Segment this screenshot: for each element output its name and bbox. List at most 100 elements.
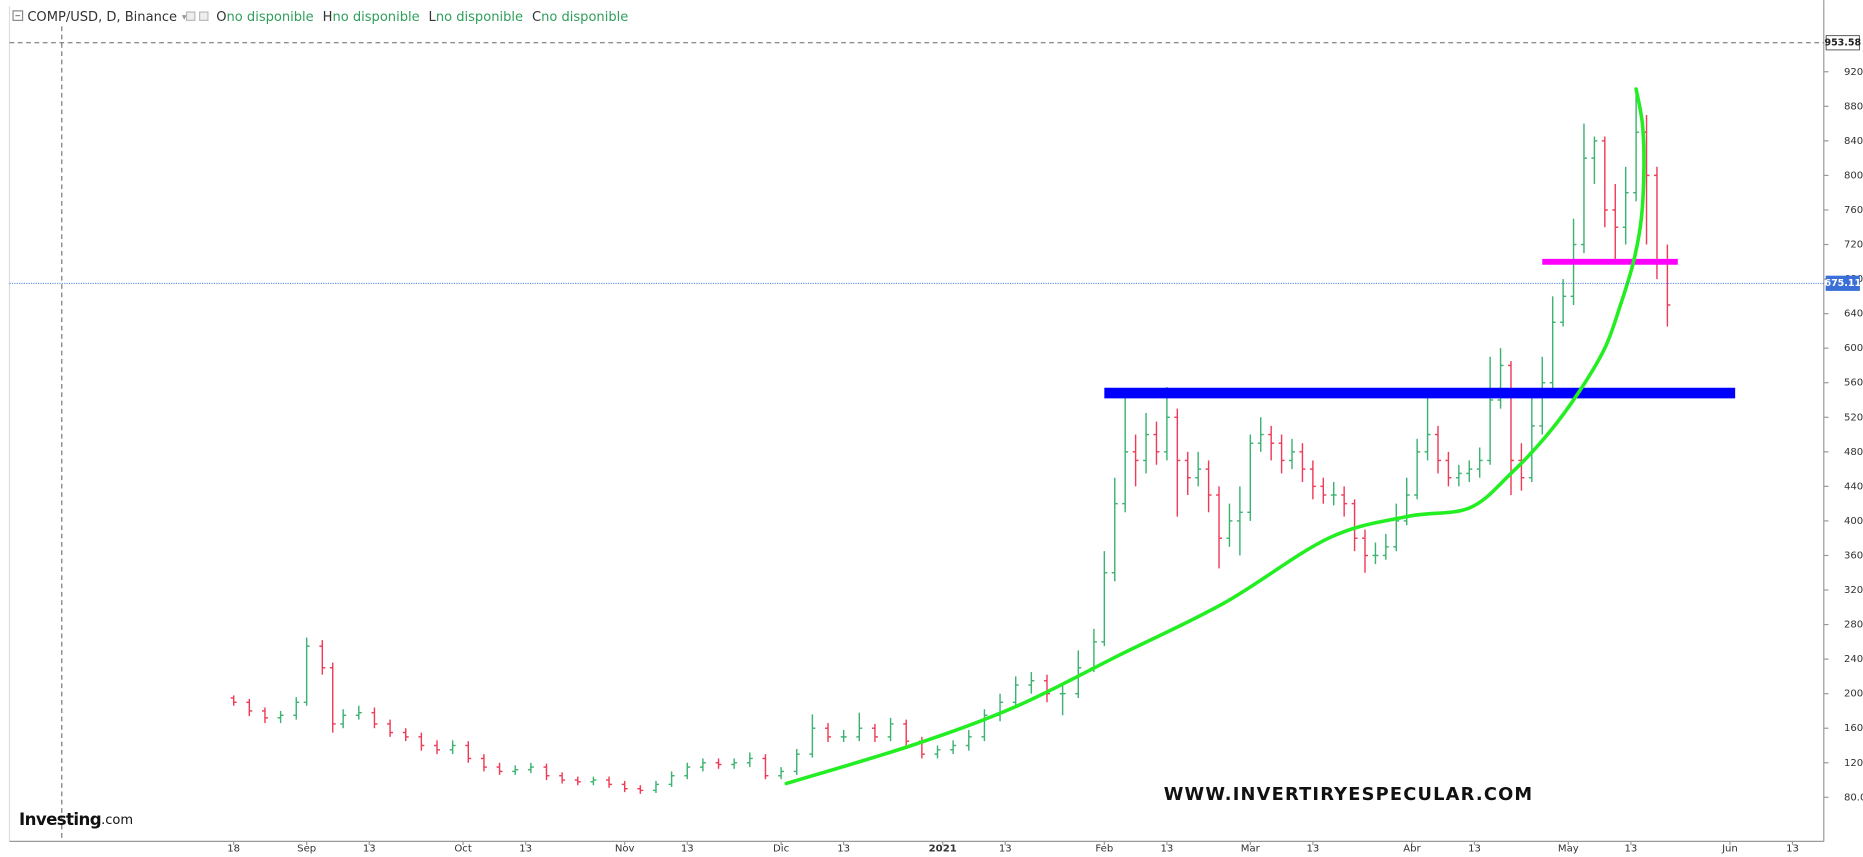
x-tick-label: Dic xyxy=(773,844,789,855)
ohlc-bar xyxy=(1414,438,1421,500)
ohlc-bar xyxy=(1216,486,1222,569)
x-tick-label: Sep xyxy=(297,844,316,855)
ohlc-bar xyxy=(637,785,644,794)
y-tick-label: 280.00 xyxy=(1844,620,1863,631)
ohlc-bar xyxy=(1226,503,1233,547)
ohlc-bar xyxy=(1382,533,1389,560)
ohlc-bar xyxy=(1122,395,1129,513)
ohlc-bar xyxy=(1466,460,1473,483)
y-tick-label: 840.00 xyxy=(1844,136,1863,147)
ohlc-bar xyxy=(934,745,941,759)
x-tick-label: 13 xyxy=(519,844,532,855)
ohlc-bar xyxy=(1012,676,1019,708)
ohlc-bar xyxy=(1612,184,1619,262)
ohlc-bar xyxy=(950,740,957,755)
y-tick-label: 560.00 xyxy=(1844,378,1863,389)
y-tick-label: 240.00 xyxy=(1844,654,1863,665)
ohlc-bar xyxy=(1268,425,1275,461)
y-tick-label: 880.00 xyxy=(1844,101,1863,112)
y-tick-label: 640.00 xyxy=(1844,309,1863,320)
ohlc-bar xyxy=(371,707,378,729)
close-icon[interactable] xyxy=(199,11,209,21)
ohlc-bar xyxy=(387,719,394,737)
ohlc-bar xyxy=(1476,447,1483,478)
x-tick-label: Abr xyxy=(1403,844,1421,855)
ohlc-bar xyxy=(355,705,362,720)
ohlc-bar xyxy=(293,697,300,720)
ohlc-bar xyxy=(606,776,613,788)
watermark-brand: Investing xyxy=(19,809,101,828)
ohlc-bar xyxy=(621,780,628,793)
price-marker-label: 953.58 xyxy=(1824,37,1861,48)
y-tick-label: 200.00 xyxy=(1844,689,1863,700)
y-tick-label: 760.00 xyxy=(1844,205,1863,216)
x-tick-label: Feb xyxy=(1095,844,1113,855)
ohlc-bar xyxy=(825,723,831,743)
x-tick-label: 13 xyxy=(681,844,694,855)
ohlc-bar xyxy=(1278,434,1285,474)
x-tick-label: May xyxy=(1558,844,1579,855)
price-marker-box xyxy=(1825,275,1860,291)
y-tick-label: 920.00 xyxy=(1844,67,1863,78)
x-tick-label: 13 xyxy=(837,844,850,855)
ohlc-bar xyxy=(871,723,878,743)
x-tick-label: 13 xyxy=(1306,844,1319,855)
field-key: H xyxy=(323,9,333,24)
ohlc-bar xyxy=(746,752,753,768)
ohlc-bar xyxy=(1518,443,1525,491)
ohlc-bar xyxy=(1111,477,1118,582)
ohlc-bar xyxy=(1455,464,1462,487)
ohlc-bar xyxy=(856,712,863,742)
ohlc-bar xyxy=(480,754,487,772)
ohlc-bar xyxy=(543,763,550,781)
ohlc-bar xyxy=(809,714,816,758)
website-annotation: WWW.INVERTIRYESPECULAR.COM xyxy=(1164,784,1534,805)
field-key: L xyxy=(429,9,437,24)
y-tick-label: 360.00 xyxy=(1844,550,1863,561)
ohlc-bar xyxy=(1320,477,1327,504)
ohlc-bar xyxy=(465,741,472,763)
x-tick-label: 13 xyxy=(1160,844,1173,855)
ohlc-bar xyxy=(1393,503,1400,552)
ohlc-bar xyxy=(277,710,284,724)
y-tick-label: 320.00 xyxy=(1844,585,1863,596)
ohlc-bar xyxy=(402,728,409,742)
watermark-suffix: .com xyxy=(101,812,133,827)
ohlc-bar xyxy=(1257,417,1264,452)
ohlc-bar xyxy=(1445,451,1452,487)
y-tick-label: 800.00 xyxy=(1844,170,1863,181)
ohlc-bar xyxy=(1581,123,1587,254)
ohlc-bar xyxy=(778,767,785,780)
ohlc-bar xyxy=(1101,551,1108,647)
dropdown[interactable]: ▾ xyxy=(182,11,187,22)
ohlc-bar xyxy=(434,740,440,755)
ohlc-bar xyxy=(1309,460,1316,500)
x-tick-label: Oct xyxy=(454,844,471,855)
x-tick-label: 13 xyxy=(1786,844,1799,855)
header: COMP/USD, D, Binance ▾ xyxy=(27,9,186,24)
ohlc-bar xyxy=(559,772,566,784)
ohlc-bar xyxy=(1341,486,1348,517)
x-tick-label: 13 xyxy=(363,844,376,855)
y-tick-label: 720.00 xyxy=(1844,240,1863,251)
ohlc-bar xyxy=(1497,348,1504,409)
x-tick-label: 2021 xyxy=(929,844,957,855)
collapse-icon[interactable] xyxy=(12,10,24,21)
ohlc-bar xyxy=(840,729,847,743)
ohlc-bar xyxy=(1236,486,1243,556)
price-marker-label: 675.11 xyxy=(1824,278,1861,289)
y-tick-label: 120.00 xyxy=(1844,758,1863,769)
ohlc-bar xyxy=(1549,296,1556,392)
settings-icon[interactable] xyxy=(185,11,196,21)
ohlc-bar xyxy=(1195,451,1202,487)
ohlc-bar xyxy=(512,765,519,775)
x-tick-label: Mar xyxy=(1241,844,1261,855)
ohlc-bar xyxy=(699,758,706,772)
trend-curve xyxy=(784,87,1646,786)
y-tick-label: 440.00 xyxy=(1844,481,1863,492)
ohlc-bar xyxy=(1591,136,1598,185)
ohlc-bar xyxy=(1163,387,1170,461)
ohlc-bar xyxy=(1132,434,1139,487)
field-value: no disponible xyxy=(541,9,628,24)
ohlc-bar xyxy=(1143,412,1150,474)
